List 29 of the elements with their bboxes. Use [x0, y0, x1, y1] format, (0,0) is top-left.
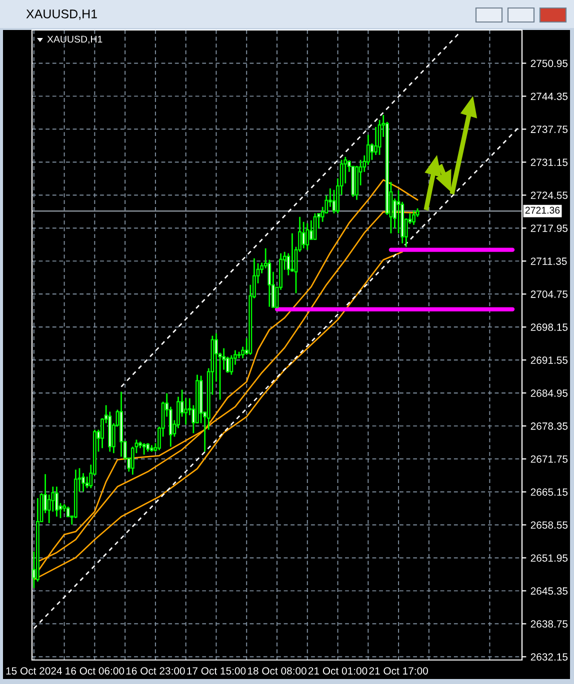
y-tick-label: 2737.75 [530, 126, 568, 134]
y-tick-label: 2724.55 [530, 192, 568, 199]
x-tick-label: 16 Oct 23:00 [126, 667, 185, 675]
y-tick-label: 2651.95 [530, 554, 568, 562]
y-tick-label: 2731.15 [530, 158, 568, 166]
y-tick-label: 2750.95 [530, 60, 568, 68]
x-tick-label: 21 Oct 01:00 [308, 667, 368, 675]
y-tick-label: 2744.35 [530, 92, 568, 100]
x-tick-label: 15 Oct 2024 [6, 667, 62, 675]
y-tick-label: 2691.55 [530, 356, 568, 364]
x-tick-label: 16 Oct 06:00 [66, 667, 124, 675]
x-tick-label: 21 Oct 17:00 [369, 667, 428, 675]
y-tick-label: 2698.15 [530, 324, 568, 331]
y-tick-label: 2678.35 [530, 422, 568, 430]
ref-line-label: 2721.36 [525, 206, 560, 214]
x-tick-label: 17 Oct 15:00 [187, 667, 246, 675]
y-tick-label: 2711.35 [530, 258, 567, 265]
y-tick-label: 2645.35 [530, 587, 568, 595]
y-tick-label: 2671.75 [530, 455, 568, 463]
y-tick-label: 2658.55 [530, 521, 568, 529]
x-tick-label: 18 Oct 08:00 [248, 667, 306, 675]
y-tick-label: 2665.15 [530, 488, 568, 496]
y-tick-label: 2632.15 [530, 653, 568, 661]
y-tick-label: 2717.95 [530, 224, 568, 232]
text: XAUUSD,H1 [47, 36, 102, 44]
y-tick-label: 2638.75 [530, 620, 568, 628]
y-tick-label: 2684.95 [530, 389, 568, 397]
y-tick-label: 2704.75 [530, 290, 568, 298]
chart-title: XAUUSD,H1 [26, 10, 97, 20]
